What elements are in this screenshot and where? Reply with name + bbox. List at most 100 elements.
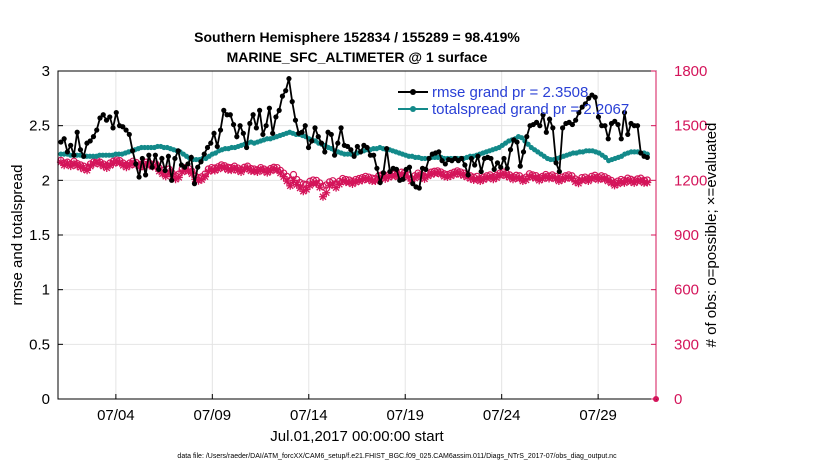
evaluated-obs-marker — [96, 160, 105, 169]
rmse-marker — [90, 134, 97, 140]
evaluated-obs-marker — [145, 161, 154, 170]
grid-lines — [58, 71, 656, 399]
evaluated-obs-marker — [600, 175, 609, 184]
rmse-marker — [338, 125, 344, 131]
evaluated-obs-marker — [499, 170, 508, 179]
rmse-marker — [331, 152, 338, 158]
evaluated-obs-marker — [604, 177, 613, 186]
evaluated-obs-marker — [151, 162, 160, 171]
evaluated-obs-marker — [443, 173, 452, 182]
rmse-marker — [103, 117, 110, 123]
evaluated-obs-marker — [165, 167, 174, 176]
evaluated-obs-marker — [413, 171, 422, 180]
evaluated-obs-marker — [597, 174, 606, 183]
rmse-marker — [387, 168, 393, 175]
rmse-marker — [276, 107, 282, 113]
rmse-marker — [217, 127, 224, 133]
rmse-marker — [94, 127, 100, 133]
rmse-marker — [68, 142, 74, 148]
left-tick-label: 3 — [42, 63, 50, 80]
rmse-marker — [100, 112, 106, 118]
rmse-marker — [491, 166, 497, 172]
rmse-marker — [81, 153, 87, 159]
rmse-marker — [335, 140, 341, 146]
rmse-marker — [582, 101, 589, 107]
evaluated-obs-marker — [610, 181, 619, 190]
rmse-marker — [257, 107, 263, 113]
rmse-marker — [602, 123, 608, 129]
rmse-marker — [371, 152, 377, 158]
evaluated-obs-marker — [174, 173, 183, 182]
rmse-marker — [250, 112, 256, 118]
rmse-marker — [286, 76, 292, 82]
rmse-marker — [247, 120, 253, 127]
evaluated-obs-marker — [561, 174, 570, 183]
evaluated-obs-marker — [558, 175, 567, 184]
evaluated-obs-marker — [469, 175, 478, 184]
series-rmse — [58, 76, 650, 191]
rmse-marker — [263, 123, 269, 129]
plot-series — [56, 76, 659, 402]
rmse-marker — [410, 181, 416, 187]
evaluated-obs-marker — [459, 171, 468, 180]
right-tick-label: 0 — [674, 391, 682, 408]
evaluated-obs-marker — [263, 168, 272, 177]
evaluated-obs-marker — [581, 175, 590, 184]
rmse-marker — [478, 168, 484, 175]
evaluated-obs-marker — [466, 174, 475, 183]
rmse-marker — [77, 147, 84, 153]
rmse-marker — [312, 125, 318, 131]
evaluated-obs-marker — [486, 173, 495, 182]
rmse-marker — [133, 161, 139, 167]
evaluated-obs-marker — [56, 158, 65, 167]
rmse-marker — [302, 123, 308, 129]
evaluated-obs-marker — [577, 176, 586, 185]
evaluated-obs-marker — [250, 167, 259, 176]
evaluated-obs-marker — [318, 192, 327, 201]
evaluated-obs-marker — [220, 163, 229, 172]
rmse-marker — [318, 140, 325, 146]
evaluated-obs-marker — [397, 170, 406, 179]
evaluated-obs-marker — [240, 165, 249, 174]
evaluated-obs-marker — [305, 181, 314, 190]
rmse-marker — [227, 112, 233, 118]
evaluated-obs-marker — [273, 166, 282, 175]
evaluated-obs-marker — [489, 175, 498, 184]
evaluated-obs-marker — [125, 161, 134, 170]
evaluated-obs-marker — [106, 161, 115, 170]
evaluated-obs-marker — [69, 159, 78, 168]
evaluated-obs-marker — [325, 181, 334, 190]
rmse-marker — [374, 165, 380, 171]
evaluated-obs-marker — [453, 169, 462, 178]
rmse-marker — [159, 155, 165, 162]
evaluated-obs-marker — [571, 177, 580, 186]
evaluated-obs-marker — [590, 173, 599, 182]
evaluated-obs-marker — [286, 181, 295, 190]
rmse-marker — [266, 105, 273, 111]
rmse-marker — [543, 129, 549, 135]
evaluated-obs-marker — [446, 171, 455, 180]
evaluated-obs-marker — [404, 173, 413, 182]
evaluated-obs-marker — [525, 172, 534, 181]
evaluated-obs-marker — [364, 175, 373, 184]
evaluated-obs-marker — [138, 162, 147, 171]
rmse-marker — [533, 119, 540, 125]
evaluated-obs-marker — [381, 174, 390, 183]
evaluated-obs-marker — [512, 173, 521, 182]
evaluated-obs-marker — [630, 178, 639, 187]
right-tick-label: 600 — [674, 282, 699, 299]
rmse-marker — [546, 116, 553, 122]
rmse-marker — [618, 136, 624, 142]
evaluated-obs-marker — [89, 159, 98, 168]
evaluated-obs-marker — [135, 163, 144, 172]
evaluated-obs-marker — [355, 177, 364, 186]
evaluated-obs-marker — [522, 175, 531, 184]
evaluated-obs-marker — [345, 178, 354, 187]
x-tick-label: 07/19 — [386, 407, 424, 424]
rmse-marker — [592, 94, 598, 100]
evaluated-obs-marker — [636, 176, 645, 185]
evaluated-obs-marker — [83, 166, 92, 175]
rmse-marker — [270, 130, 276, 136]
evaluated-obs-marker — [391, 171, 400, 180]
